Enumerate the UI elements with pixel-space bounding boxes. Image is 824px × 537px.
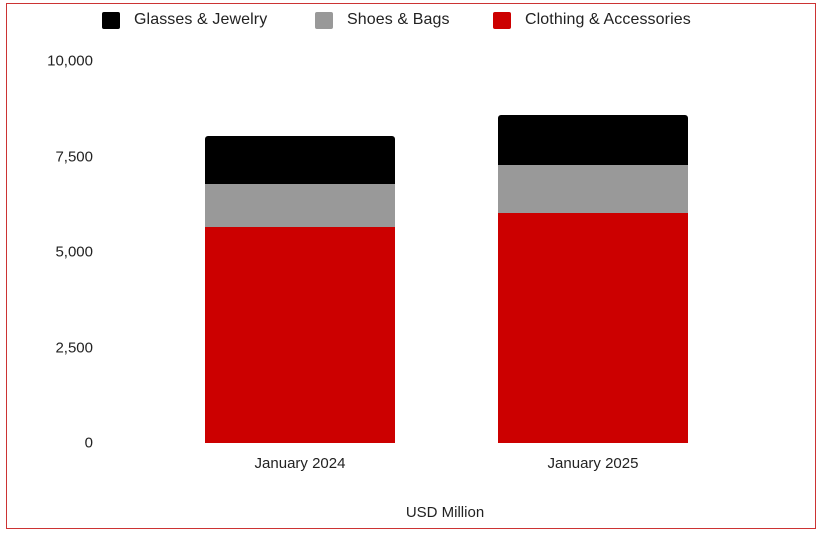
legend-label: Glasses & Jewelry [134,11,268,28]
bar-segment-glasses-jewelry[interactable] [205,136,395,185]
legend-item-shoes-bags[interactable]: Shoes & Bags [315,8,450,32]
y-tick-label: 0 [84,434,93,452]
y-tick-label: 10,000 [47,52,93,70]
legend-swatch-clothing-accessories [493,11,511,29]
x-tick-label: January 2024 [254,455,346,472]
legend-item-clothing-accessories[interactable]: Clothing & Accessories [493,8,691,32]
x-tick-label: January 2025 [547,455,639,472]
y-tick-label: 7,500 [55,148,93,166]
legend-swatch-glasses-jewelry [102,11,120,29]
bar-segment-shoes-bags[interactable] [498,165,688,214]
legend-swatch-shoes-bags [315,11,333,29]
x-axis-title: USD Million [405,504,485,521]
legend-item-glasses-jewelry[interactable]: Glasses & Jewelry [102,8,267,32]
bar-segment-clothing-accessories[interactable] [498,213,688,443]
y-tick-label: 5,000 [55,243,93,261]
legend-label: Shoes & Bags [347,11,450,28]
y-tick-label: 2,500 [55,339,93,357]
bar-segment-glasses-jewelry[interactable] [498,115,688,166]
chart-frame [6,3,816,529]
legend-label: Clothing & Accessories [525,11,691,28]
bar-january-2025[interactable] [498,115,688,443]
bar-segment-clothing-accessories[interactable] [205,227,395,443]
chart-legend: Glasses & Jewelry Shoes & Bags Clothing … [0,8,824,32]
bar-january-2024[interactable] [205,136,395,443]
bar-segment-shoes-bags[interactable] [205,184,395,228]
